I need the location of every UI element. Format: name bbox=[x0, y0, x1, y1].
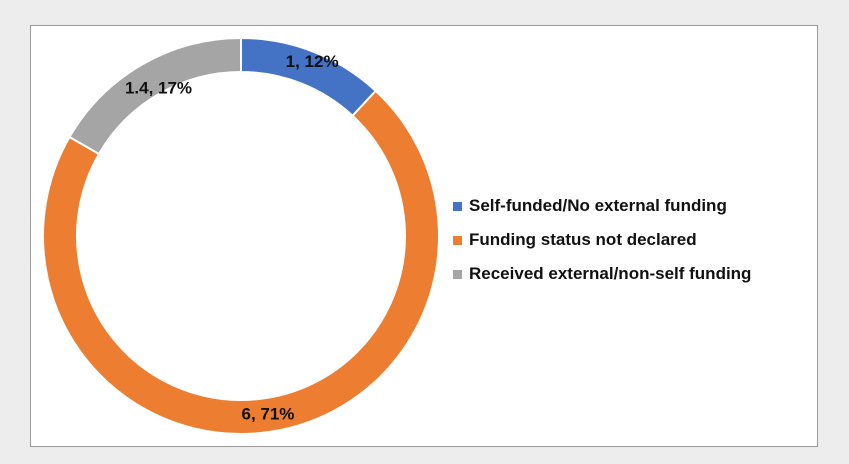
legend-swatch-not-declared bbox=[453, 235, 462, 245]
chart-legend: Self-funded/No external funding Funding … bbox=[453, 189, 751, 291]
legend-item-external-funding: Received external/non-self funding bbox=[453, 257, 751, 291]
data-label-not-declared: 6, 71% bbox=[242, 404, 295, 423]
data-label-external-funding: 1.4, 17% bbox=[125, 79, 192, 98]
legend-item-not-declared: Funding status not declared bbox=[453, 223, 751, 257]
legend-swatch-external-funding bbox=[453, 269, 462, 279]
legend-swatch-self-funded bbox=[453, 201, 462, 211]
legend-label-self-funded: Self-funded/No external funding bbox=[469, 196, 727, 215]
slice-external-funding bbox=[68, 36, 242, 156]
legend-item-self-funded: Self-funded/No external funding bbox=[453, 189, 751, 223]
donut-chart: 1, 12% 6, 71% 1.4, 17% bbox=[42, 36, 440, 435]
legend-label-external-funding: Received external/non-self funding bbox=[469, 264, 752, 283]
slice-not-declared bbox=[42, 89, 440, 435]
slice-self-funded bbox=[240, 36, 378, 118]
data-label-self-funded: 1, 12% bbox=[286, 52, 339, 71]
legend-label-not-declared: Funding status not declared bbox=[469, 230, 697, 249]
chart-frame: 1, 12% 6, 71% 1.4, 17% Self-funded/No exte… bbox=[30, 25, 818, 447]
